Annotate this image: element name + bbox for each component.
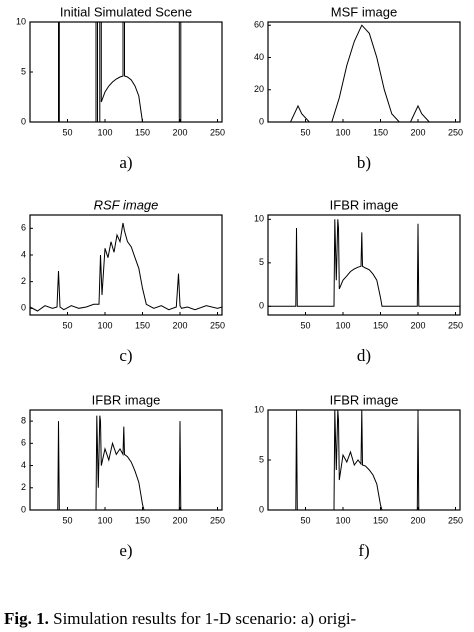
y-tick-label: 0 (259, 504, 264, 514)
x-tick-label: 150 (135, 127, 150, 137)
y-tick-label: 2 (21, 276, 26, 286)
data-line (268, 24, 460, 123)
x-tick-label: 250 (210, 127, 225, 137)
panel-caption: e) (119, 541, 132, 560)
x-tick-label: 50 (62, 127, 72, 137)
y-tick-label: 10 (16, 16, 26, 26)
data-line (30, 21, 222, 123)
panel-caption: c) (119, 346, 132, 365)
y-tick-label: 10 (254, 404, 264, 414)
chart-title: RSF image (94, 197, 159, 212)
x-tick-label: 250 (448, 320, 463, 330)
x-tick-label: 250 (210, 320, 225, 330)
y-tick-label: 0 (21, 504, 26, 514)
y-tick-label: 2 (21, 482, 26, 492)
x-tick-label: 150 (373, 127, 388, 137)
y-tick-label: 4 (21, 249, 26, 259)
plot-frame (267, 21, 461, 123)
y-tick-label: 20 (254, 84, 264, 94)
panel-caption: a) (119, 153, 132, 172)
data-line (268, 219, 460, 307)
x-tick-label: 100 (335, 320, 350, 330)
x-tick-label: 150 (135, 515, 150, 525)
x-tick-label: 200 (410, 320, 425, 330)
y-tick-label: 6 (21, 223, 26, 233)
x-tick-label: 150 (373, 320, 388, 330)
x-tick-label: 50 (62, 515, 72, 525)
x-tick-label: 150 (135, 320, 150, 330)
y-tick-label: 5 (259, 454, 264, 464)
y-tick-label: 10 (254, 214, 264, 224)
panel-caption: d) (357, 346, 371, 365)
x-tick-label: 50 (300, 127, 310, 137)
figure-caption: Fig. 1. Simulation results for 1-D scena… (4, 609, 357, 628)
y-tick-label: 40 (254, 52, 264, 62)
y-tick-label: 0 (21, 116, 26, 126)
x-tick-label: 250 (210, 515, 225, 525)
x-tick-label: 100 (335, 515, 350, 525)
y-tick-label: 0 (259, 301, 264, 311)
x-tick-label: 200 (410, 515, 425, 525)
x-tick-label: 200 (172, 320, 187, 330)
plot-frame (29, 409, 223, 511)
x-tick-label: 100 (97, 320, 112, 330)
data-line (29, 222, 223, 312)
x-tick-label: 100 (97, 515, 112, 525)
y-tick-label: 60 (254, 20, 264, 30)
chart-title: IFBR image (330, 392, 399, 407)
y-tick-label: 5 (21, 66, 26, 76)
plot-frame (29, 214, 223, 316)
y-tick-label: 5 (259, 257, 264, 267)
chart-title: IFBR image (92, 392, 161, 407)
x-tick-label: 150 (373, 515, 388, 525)
x-tick-label: 250 (448, 515, 463, 525)
y-tick-label: 4 (21, 460, 26, 470)
chart-title: Initial Simulated Scene (60, 4, 192, 19)
data-line (30, 415, 222, 511)
x-tick-label: 100 (335, 127, 350, 137)
x-tick-label: 50 (62, 320, 72, 330)
x-tick-label: 100 (97, 127, 112, 137)
chart-title: MSF image (331, 4, 397, 19)
x-tick-label: 200 (172, 515, 187, 525)
data-line (268, 409, 460, 511)
plot-frame (267, 214, 461, 316)
panel-caption: b) (357, 153, 371, 172)
x-tick-label: 50 (300, 515, 310, 525)
figure-label: Fig. 1. (4, 609, 49, 628)
x-tick-label: 200 (172, 127, 187, 137)
chart-title: IFBR image (330, 197, 399, 212)
y-tick-label: 0 (21, 303, 26, 313)
x-tick-label: 200 (410, 127, 425, 137)
figure-text: Simulation results for 1-D scenario: a) … (53, 609, 356, 628)
panel-caption: f) (358, 541, 369, 560)
x-tick-label: 250 (448, 127, 463, 137)
y-tick-label: 6 (21, 438, 26, 448)
x-tick-label: 50 (300, 320, 310, 330)
y-tick-label: 8 (21, 415, 26, 425)
y-tick-label: 0 (259, 116, 264, 126)
